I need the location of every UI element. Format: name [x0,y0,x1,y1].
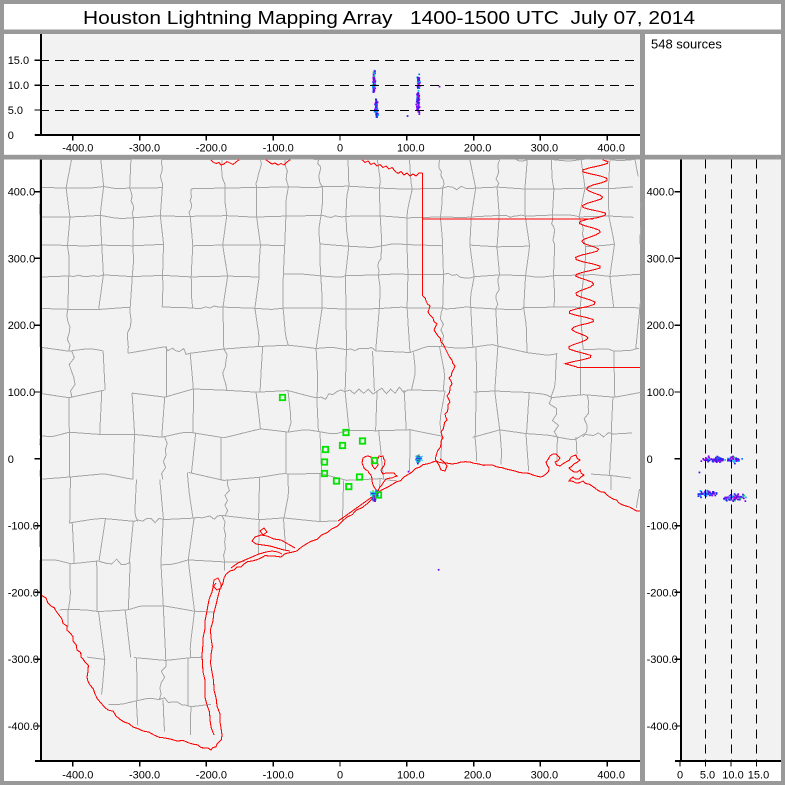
svg-text:0: 0 [337,770,343,782]
svg-text:-200.0: -200.0 [8,587,39,599]
svg-text:-300.0: -300.0 [8,654,39,666]
svg-text:400.0: 400.0 [597,143,625,155]
svg-text:548 sources: 548 sources [651,37,722,52]
svg-text:-300.0: -300.0 [647,654,678,666]
svg-text:100.0: 100.0 [8,387,36,399]
svg-text:-300.0: -300.0 [129,143,160,155]
svg-text:10.0: 10.0 [722,770,743,782]
svg-text:200.0: 200.0 [8,320,36,332]
svg-text:400.0: 400.0 [8,187,36,199]
svg-text:300.0: 300.0 [647,253,675,265]
svg-text:-300.0: -300.0 [129,770,160,782]
svg-text:100.0: 100.0 [647,387,675,399]
svg-text:-200.0: -200.0 [196,770,227,782]
svg-text:0: 0 [647,454,653,466]
svg-text:-100.0: -100.0 [263,143,294,155]
svg-text:0: 0 [8,454,14,466]
svg-text:300.0: 300.0 [8,253,36,265]
svg-text:400.0: 400.0 [647,187,675,199]
svg-text:300.0: 300.0 [531,770,559,782]
svg-text:-200.0: -200.0 [647,587,678,599]
svg-text:15.0: 15.0 [748,770,769,782]
svg-text:400.0: 400.0 [597,770,625,782]
svg-text:-100.0: -100.0 [8,521,39,533]
svg-text:Houston Lightning Mapping Arra: Houston Lightning Mapping Array 1400-150… [83,8,695,28]
svg-text:5.0: 5.0 [700,770,715,782]
svg-text:-100.0: -100.0 [263,770,294,782]
svg-text:-400.0: -400.0 [62,770,93,782]
svg-text:-200.0: -200.0 [196,143,227,155]
svg-text:100.0: 100.0 [397,770,425,782]
svg-text:300.0: 300.0 [531,143,559,155]
svg-text:0: 0 [337,143,343,155]
svg-text:10.0: 10.0 [8,80,29,92]
svg-text:-100.0: -100.0 [647,521,678,533]
svg-text:-400.0: -400.0 [647,721,678,733]
svg-text:200.0: 200.0 [464,143,492,155]
svg-text:5.0: 5.0 [8,105,23,117]
svg-text:100.0: 100.0 [397,143,425,155]
svg-text:200.0: 200.0 [647,320,675,332]
svg-text:0: 0 [677,770,683,782]
svg-text:0: 0 [8,130,14,142]
svg-text:15.0: 15.0 [8,55,29,67]
svg-text:-400.0: -400.0 [62,143,93,155]
svg-text:200.0: 200.0 [464,770,492,782]
svg-text:-400.0: -400.0 [8,721,39,733]
